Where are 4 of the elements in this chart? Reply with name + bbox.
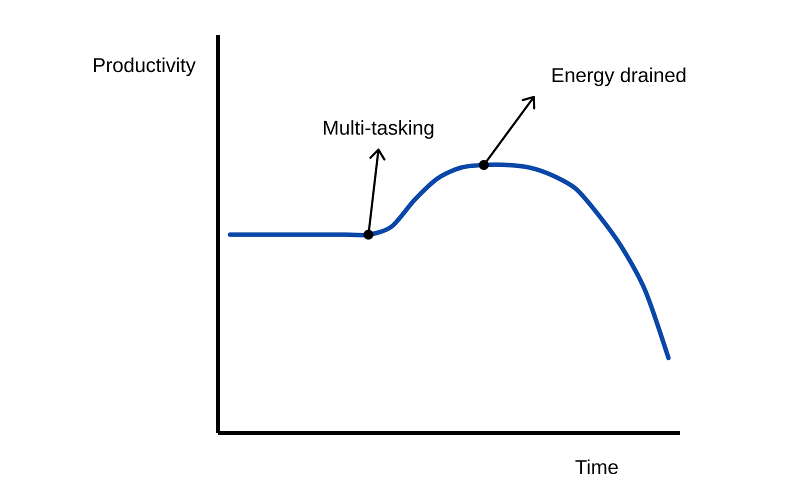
text: Energy drained bbox=[552, 67, 686, 86]
x-axis-title: Time bbox=[575, 459, 618, 474]
text: Multi-tasking bbox=[324, 120, 434, 139]
y-axis-title: Productivity bbox=[94, 58, 196, 76]
